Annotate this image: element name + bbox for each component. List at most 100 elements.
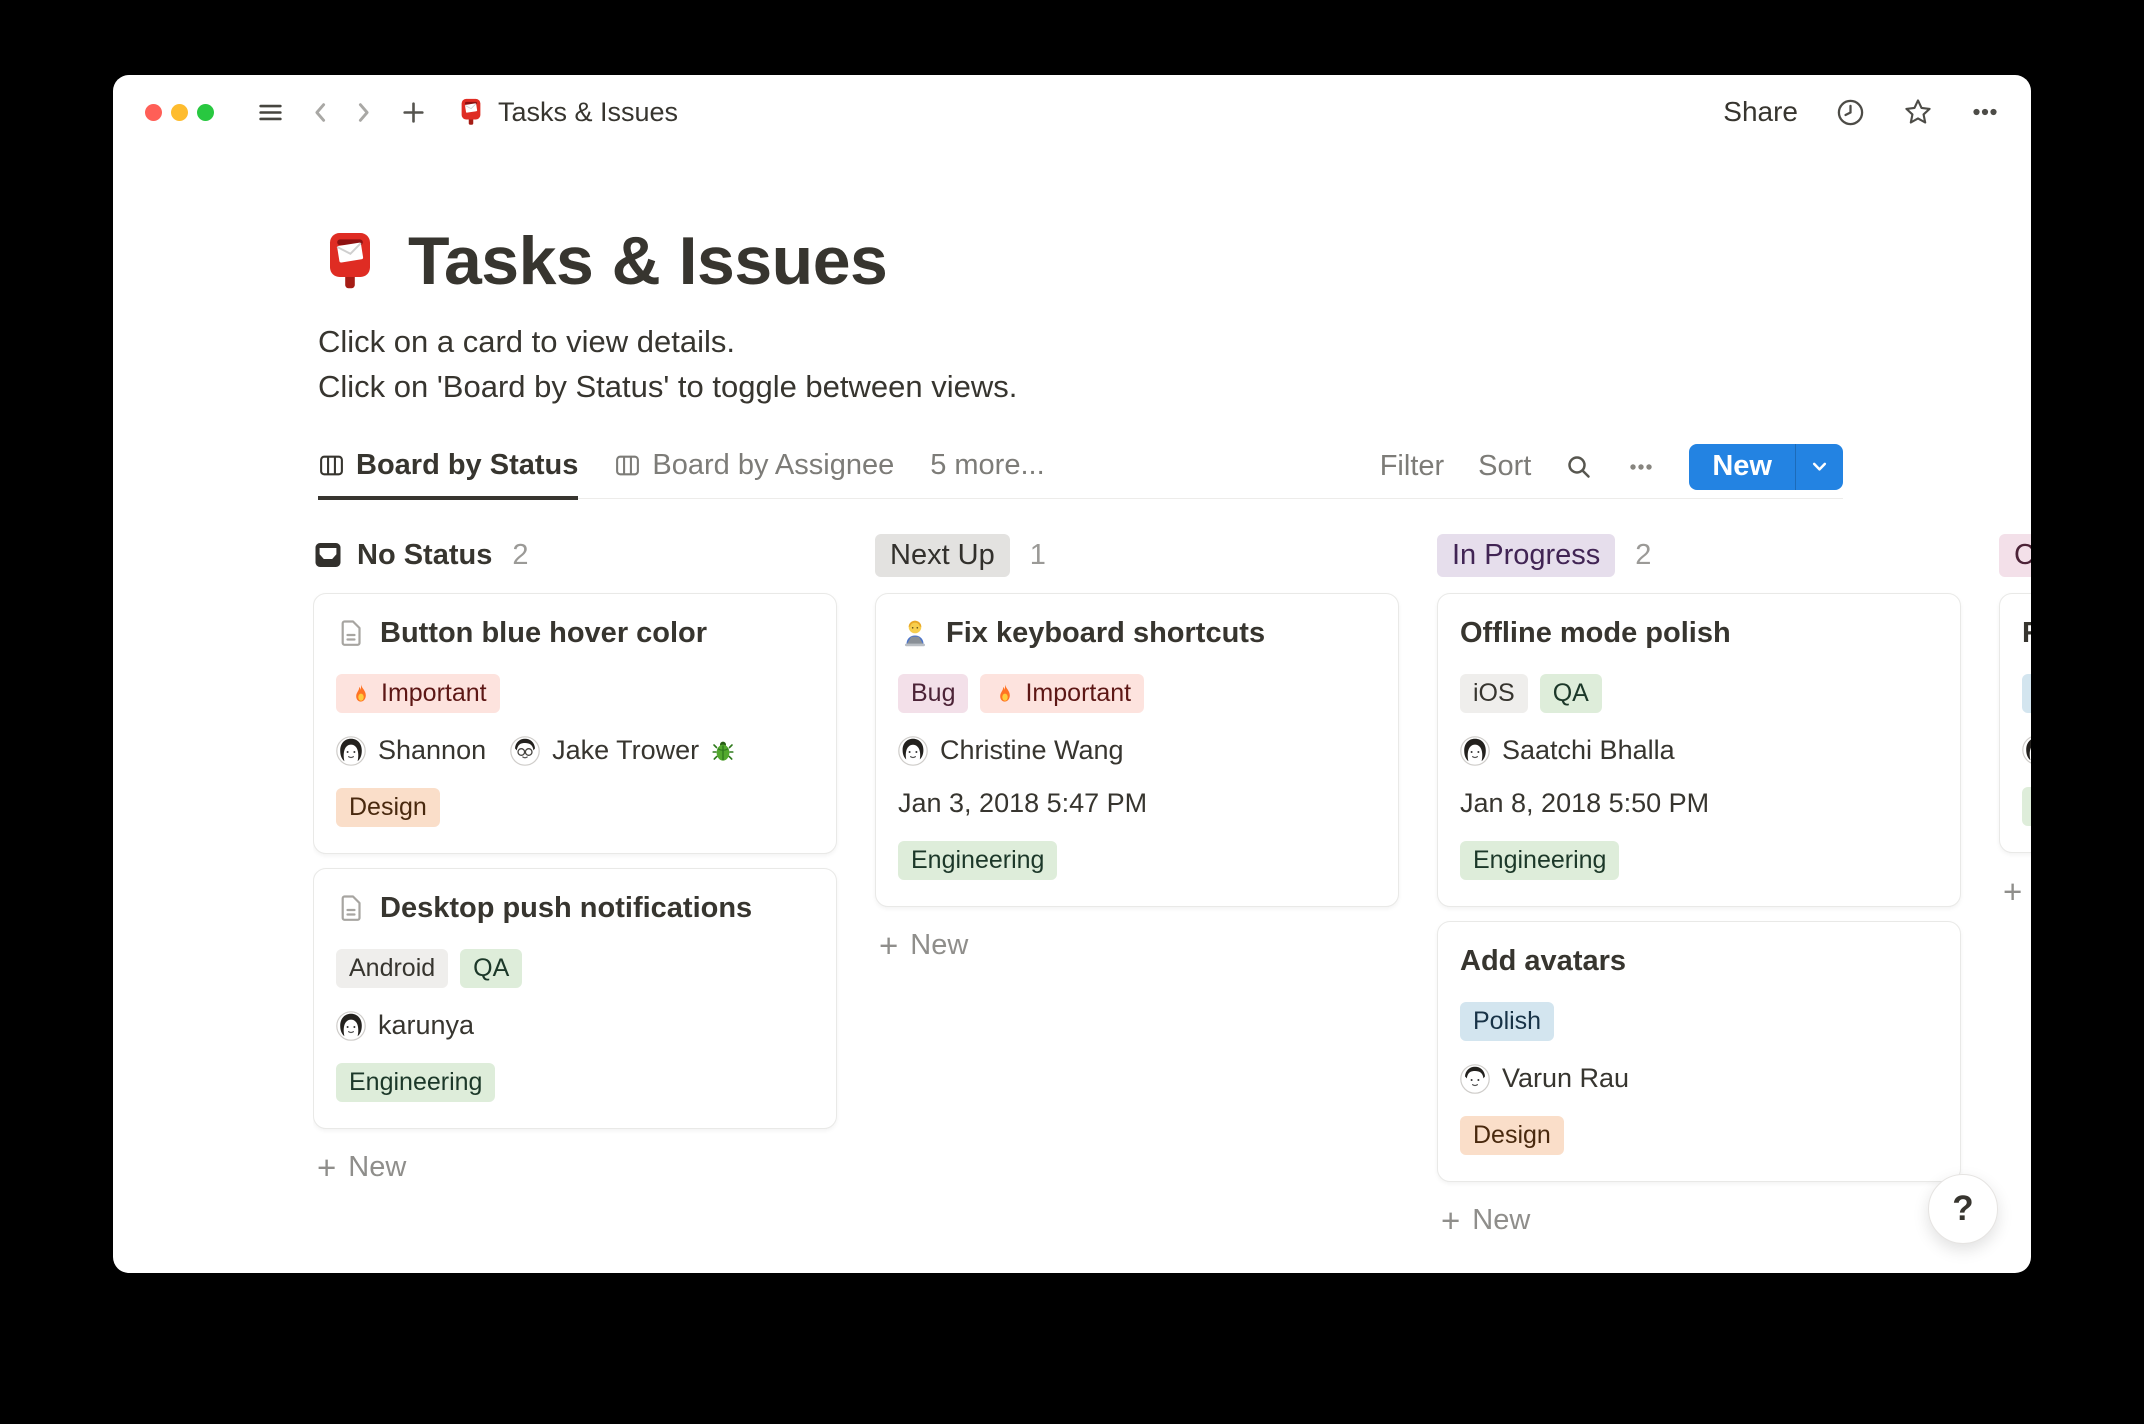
tag-pill[interactable]: Bug bbox=[898, 674, 969, 713]
kanban-card[interactable]: Re P E bbox=[1999, 593, 2031, 853]
history-clock-icon[interactable] bbox=[1836, 98, 1865, 127]
tag-label: QA bbox=[1552, 679, 1589, 707]
tag-pill[interactable]: P bbox=[2022, 674, 2031, 713]
tag-pill[interactable]: Engineering bbox=[336, 1063, 496, 1102]
column-header[interactable]: In Progress 2 bbox=[1437, 533, 1961, 577]
card-title-row: Button blue hover color bbox=[336, 614, 814, 652]
avatar-woman-long-hair bbox=[2022, 735, 2031, 765]
card-title: Re bbox=[2022, 614, 2031, 652]
description-line: Click on a card to view details. bbox=[318, 324, 735, 359]
column-status-badge: C bbox=[1999, 533, 2031, 577]
help-button[interactable]: ? bbox=[1928, 1174, 1998, 1244]
plus-icon: + bbox=[1441, 1201, 1461, 1239]
kanban-card[interactable]: Add avatars Polish Varun Rau Design bbox=[1437, 921, 1961, 1182]
tab-board-by-assignee[interactable]: Board by Assignee bbox=[614, 435, 894, 500]
search-icon[interactable] bbox=[1565, 453, 1593, 481]
page-title[interactable]: Tasks & Issues bbox=[408, 223, 888, 299]
card-people-row: Christine Wang bbox=[898, 735, 1376, 766]
plus-icon: + bbox=[879, 926, 899, 964]
board-view-icon bbox=[614, 452, 641, 479]
close-window-button[interactable] bbox=[145, 103, 162, 121]
app-window: Tasks & Issues Share Tasks & Issues Clic… bbox=[113, 75, 2031, 1273]
favorite-star-icon[interactable] bbox=[1903, 97, 1933, 127]
tab-label: Board by Status bbox=[356, 449, 579, 481]
column-header[interactable]: No Status 2 bbox=[313, 533, 837, 577]
assignee-name: Jake Trower bbox=[552, 735, 700, 765]
assignee[interactable]: Christine Wang bbox=[898, 735, 1124, 766]
tag-pill[interactable]: Engineering bbox=[1460, 841, 1620, 880]
kanban-card[interactable]: Button blue hover color Important Shannon J… bbox=[313, 593, 837, 854]
tab-more-views[interactable]: 5 more... bbox=[930, 435, 1044, 500]
new-card-button[interactable]: +New bbox=[1999, 867, 2031, 916]
card-title-row: Offline mode polish bbox=[1460, 614, 1938, 652]
tag-pill[interactable]: Polish bbox=[1460, 1002, 1555, 1041]
assignee[interactable]: karunya bbox=[336, 1010, 474, 1041]
tag-pill[interactable]: Important bbox=[336, 674, 500, 713]
card-tags-row: Design bbox=[336, 788, 814, 827]
page-postbox-icon[interactable] bbox=[318, 229, 382, 293]
technologist-icon bbox=[898, 616, 932, 650]
tag-pill[interactable]: Engineering bbox=[898, 841, 1058, 880]
zoom-window-button[interactable] bbox=[197, 103, 214, 121]
card-title-row: Add avatars bbox=[1460, 942, 1938, 980]
board-column: In Progress 2 Offline mode polish iOS QA Saat… bbox=[1437, 533, 1961, 1245]
tag-pill[interactable]: E bbox=[2022, 787, 2031, 826]
assignee[interactable]: Shannon bbox=[336, 735, 486, 766]
forward-icon[interactable] bbox=[350, 99, 377, 126]
chevron-down-icon[interactable] bbox=[1796, 444, 1843, 490]
tab-board-by-status[interactable]: Board by Status bbox=[318, 435, 579, 500]
titlebar: Tasks & Issues Share bbox=[113, 75, 2031, 149]
description-line: Click on 'Board by Status' to toggle bet… bbox=[318, 369, 1018, 404]
share-button[interactable]: Share bbox=[1723, 96, 1798, 127]
avatar-woman-long-hair bbox=[336, 735, 366, 766]
tag-label: Bug bbox=[911, 679, 956, 707]
tag-pill[interactable]: Android bbox=[336, 949, 449, 988]
sidebar-menu-icon[interactable] bbox=[257, 99, 284, 126]
kanban-card[interactable]: Offline mode polish iOS QA Saatchi Bhalla Ja… bbox=[1437, 593, 1961, 907]
kanban-card[interactable]: Desktop push notifications Android QA karun… bbox=[313, 868, 837, 1129]
new-card-button[interactable]: +New bbox=[1437, 1196, 1961, 1245]
assignee[interactable]: Jake Trower bbox=[510, 735, 735, 766]
kanban-card[interactable]: Fix keyboard shortcuts Bug Important Christ… bbox=[875, 593, 1399, 907]
tag-pill[interactable]: Design bbox=[1460, 1116, 1564, 1155]
tab-label: Board by Assignee bbox=[652, 449, 895, 481]
card-tags-row: Design bbox=[1460, 1116, 1938, 1155]
board-column: Next Up 1 Fix keyboard shortcuts Bug Importa… bbox=[875, 533, 1399, 970]
tag-label: Android bbox=[349, 954, 436, 982]
card-tags-row: Polish bbox=[1460, 1002, 1938, 1041]
column-count: 1 bbox=[1029, 538, 1046, 571]
tag-pill[interactable]: Important bbox=[980, 674, 1145, 713]
card-title: Desktop push notifications bbox=[380, 892, 753, 924]
tag-label: QA bbox=[473, 954, 510, 982]
window-controls bbox=[145, 103, 214, 121]
postbox-icon bbox=[456, 97, 486, 127]
flame-icon bbox=[993, 682, 1017, 706]
column-count: 2 bbox=[512, 538, 529, 571]
new-card-button[interactable]: +New bbox=[313, 1143, 837, 1192]
column-title: No Status bbox=[313, 539, 492, 572]
assignee[interactable]: Varun Rau bbox=[1460, 1063, 1629, 1094]
tag-pill[interactable]: iOS bbox=[1460, 674, 1528, 713]
breadcrumb[interactable]: Tasks & Issues bbox=[456, 97, 678, 128]
back-icon[interactable] bbox=[307, 99, 334, 126]
new-tab-icon[interactable] bbox=[400, 99, 427, 126]
card-title-row: Desktop push notifications bbox=[336, 889, 814, 927]
minimize-window-button[interactable] bbox=[171, 103, 188, 121]
tag-pill[interactable]: Design bbox=[336, 788, 440, 827]
more-options-icon[interactable] bbox=[1971, 98, 1999, 126]
sort-button[interactable]: Sort bbox=[1478, 450, 1532, 482]
column-status-badge: Next Up bbox=[875, 533, 1010, 577]
view-options-icon[interactable] bbox=[1627, 453, 1655, 481]
tag-label: Important bbox=[381, 679, 487, 707]
new-card-button[interactable]: +New bbox=[875, 921, 1399, 970]
tag-pill[interactable]: QA bbox=[1539, 674, 1602, 713]
assignee[interactable] bbox=[2022, 735, 2031, 765]
assignee[interactable]: Saatchi Bhalla bbox=[1460, 735, 1675, 766]
column-header[interactable]: Next Up 1 bbox=[875, 533, 1399, 577]
filter-button[interactable]: Filter bbox=[1379, 450, 1445, 482]
avatar-woman-long-hair bbox=[1460, 735, 1490, 766]
new-item-button[interactable]: New bbox=[1689, 443, 1843, 490]
new-item-label[interactable]: New bbox=[1712, 450, 1772, 482]
tag-pill[interactable]: QA bbox=[460, 949, 523, 988]
column-header[interactable]: C bbox=[1999, 533, 2031, 577]
